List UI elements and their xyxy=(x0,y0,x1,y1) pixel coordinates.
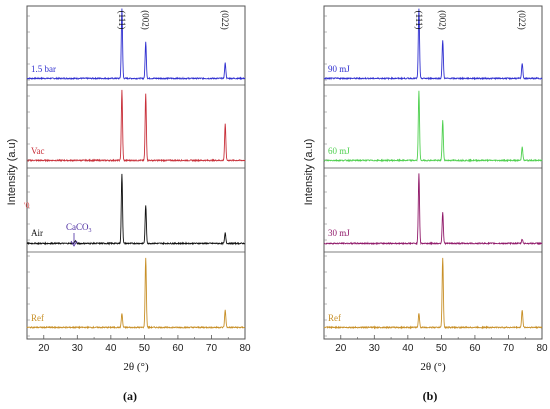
series-label: 1.5 bar xyxy=(31,64,56,74)
series-line xyxy=(26,8,246,81)
peak-index-label: (111) xyxy=(117,11,127,30)
series-line xyxy=(26,89,246,163)
x-tick-label: 20 xyxy=(38,343,50,354)
panel-a: 1.5 bar Vac Air Ref (111) (002) (022) 20 30 40 5… xyxy=(6,5,251,403)
series-line xyxy=(26,257,246,330)
series-label: Ref xyxy=(31,313,44,323)
peak-index-label: (022) xyxy=(517,10,527,30)
x-tick-label: 30 xyxy=(72,343,84,354)
series-line xyxy=(323,173,543,246)
x-tick-label: 70 xyxy=(206,343,218,354)
x-tick-label: 70 xyxy=(503,343,515,354)
panel-a-series-labels: 1.5 bar Vac Air Ref xyxy=(31,64,56,323)
panel-b: 90 mJ 60 mJ 30 mJ Ref (111) (002) (022) 20 30 4… xyxy=(303,5,548,403)
series-line xyxy=(323,90,543,163)
panel-b-peak-labels: (111) (002) (022) xyxy=(414,10,527,30)
panel-a-frame xyxy=(26,5,246,340)
panel-a-x-ticks: 20 30 40 50 60 70 80 xyxy=(26,15,251,354)
series-label: 30 mJ xyxy=(328,228,350,238)
peak-index-label: (002) xyxy=(141,10,151,30)
series-line xyxy=(323,8,543,81)
peak-index-label: (002) xyxy=(438,10,448,30)
peak-index-label: (022) xyxy=(220,10,230,30)
x-tick-label: 40 xyxy=(105,343,117,354)
panel-b-x-ticks: 20 30 40 50 60 70 80 xyxy=(323,15,548,354)
panel-a-peak-labels: (111) (002) (022) xyxy=(117,10,230,30)
panel-b-frame xyxy=(323,5,543,340)
series-line xyxy=(26,173,246,246)
x-tick-label: 40 xyxy=(402,343,414,354)
x-tick-label: 80 xyxy=(239,343,251,354)
x-tick-label: 50 xyxy=(139,343,151,354)
peak-index-label: (111) xyxy=(414,11,424,30)
caco3-annotation: CaCO3 xyxy=(66,222,92,234)
series-label: Air xyxy=(31,228,43,238)
x-tick-label: 80 xyxy=(536,343,548,354)
series-label: Vac xyxy=(31,146,45,156)
x-tick-label: 60 xyxy=(172,343,184,354)
panel-b-series-labels: 90 mJ 60 mJ 30 mJ Ref xyxy=(328,64,350,323)
y-axis-label: Intensity (a.u) xyxy=(303,139,315,206)
x-tick-label: 20 xyxy=(335,343,347,354)
caco3-arrowhead xyxy=(70,240,78,247)
x-tick-label: 30 xyxy=(369,343,381,354)
x-tick-label: 60 xyxy=(469,343,481,354)
x-axis-label: 2θ (°) xyxy=(123,361,149,373)
x-tick-label: 50 xyxy=(436,343,448,354)
series-line xyxy=(323,257,543,330)
panel-label-b: (b) xyxy=(423,389,438,403)
x-axis-label: 2θ (°) xyxy=(420,361,446,373)
series-label: 60 mJ xyxy=(328,146,350,156)
panel-a-separators xyxy=(27,84,245,253)
panel-b-separators xyxy=(324,84,542,253)
y-axis-label: Intensity (a.u) xyxy=(6,139,18,206)
panel-label-a: (a) xyxy=(123,389,137,403)
panel-b-traces xyxy=(323,8,543,330)
stray-mark: '0 xyxy=(24,201,29,210)
series-label: Ref xyxy=(328,313,341,323)
series-label: 90 mJ xyxy=(328,64,350,74)
panel-a-traces xyxy=(26,8,246,330)
